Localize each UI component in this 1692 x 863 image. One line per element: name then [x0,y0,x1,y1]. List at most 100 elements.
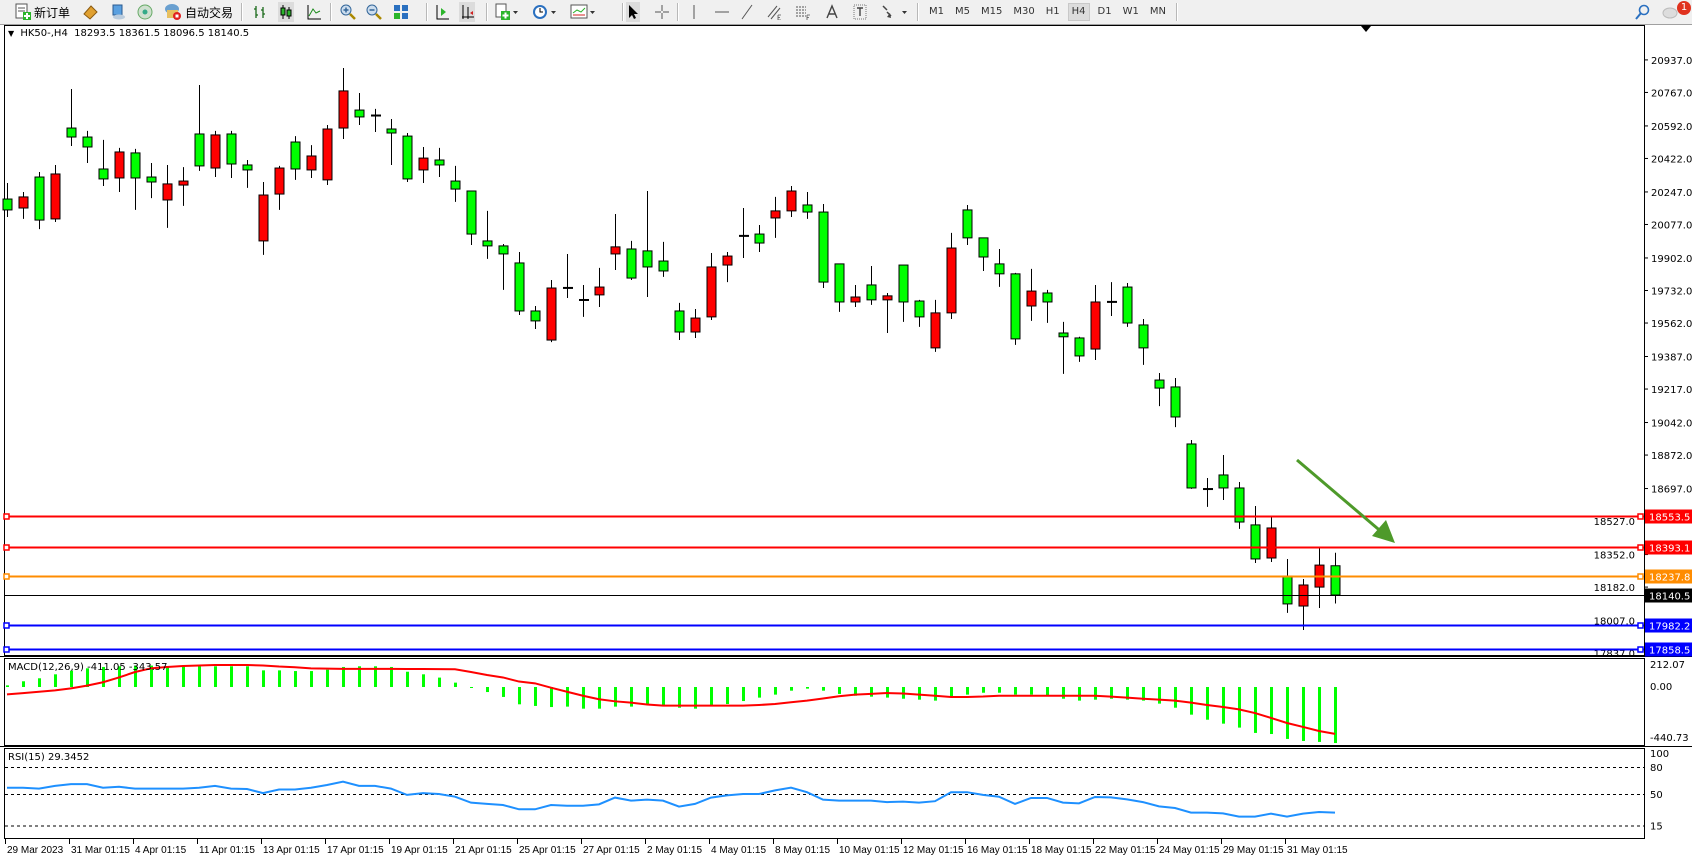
periods-button[interactable] [532,2,556,22]
candle[interactable] [290,136,301,180]
candle[interactable] [898,264,909,322]
horizontal-line[interactable]: 17858.5 [3,642,1692,657]
candle[interactable] [626,240,637,280]
signals-button[interactable] [137,2,153,22]
timeframe-m15-button[interactable]: M15 [981,6,1003,17]
candle[interactable] [498,243,509,290]
candle[interactable] [563,253,573,298]
candle[interactable] [258,181,269,255]
candle[interactable] [1026,268,1037,321]
chart-menu-triangle-icon[interactable]: ▼ [8,29,15,38]
line-anchor-left[interactable] [3,544,10,551]
candle[interactable] [1250,505,1261,563]
equidistant-channel-tool[interactable] [767,2,783,22]
candle[interactable] [82,130,93,164]
rsi-panel[interactable] [4,748,1645,839]
candle[interactable] [2,182,13,218]
candle[interactable] [242,159,253,188]
candle[interactable] [66,89,77,147]
candle[interactable] [1154,372,1165,407]
candle[interactable] [786,186,797,218]
candle[interactable] [1138,319,1149,365]
market-watch-button[interactable] [82,2,98,22]
candle[interactable] [322,124,333,186]
candle[interactable] [386,119,397,165]
candle[interactable] [1234,482,1245,529]
horizontal-line[interactable]: 17982.2 [3,618,1692,633]
auto-scroll-button[interactable] [459,2,475,22]
horizontal-line[interactable]: 18393.1 [3,540,1692,555]
candle[interactable] [579,284,589,317]
line-anchor-right[interactable] [1637,513,1644,520]
cursor-tool[interactable] [626,2,640,22]
candle[interactable] [194,84,205,171]
fibonacci-tool[interactable] [795,2,811,22]
horizontal-line[interactable]: 18553.5 [3,509,1692,524]
candle[interactable] [1042,289,1053,323]
candle[interactable] [962,204,973,245]
candle[interactable] [802,191,813,219]
candle[interactable] [866,266,877,305]
candle[interactable] [739,208,749,258]
candle[interactable] [658,241,669,277]
candle[interactable] [226,130,237,178]
timeframe-m5-button[interactable]: M5 [955,6,970,17]
zoom-in-button[interactable] [340,2,356,22]
candle[interactable] [1203,478,1213,507]
candle[interactable] [162,164,173,228]
candle[interactable] [178,167,189,206]
candle[interactable] [274,165,285,210]
notifications-button[interactable] [1662,2,1678,22]
line-anchor-right[interactable] [1637,544,1644,551]
timeframe-d1-button[interactable]: D1 [1097,6,1112,17]
candle[interactable] [930,299,941,352]
candle[interactable] [770,196,781,238]
zoom-out-button[interactable] [366,2,382,22]
candle[interactable] [418,146,429,183]
candle[interactable] [114,147,125,192]
line-anchor-left[interactable] [3,646,10,653]
timeframe-mn-button[interactable]: MN [1149,6,1166,17]
bar-chart-button[interactable] [252,2,268,22]
candle[interactable] [818,204,829,289]
arrow-annotation[interactable] [1296,458,1395,543]
line-anchor-left[interactable] [3,573,10,580]
candle[interactable] [1058,321,1069,374]
candle[interactable] [1266,517,1277,563]
candle[interactable] [594,267,605,307]
candle[interactable] [1010,272,1021,345]
candle[interactable] [914,299,925,327]
candle[interactable] [530,305,541,329]
candle[interactable] [610,213,621,271]
candlestick-chart-button[interactable] [278,2,294,22]
new-chart-button[interactable] [494,2,518,22]
candle[interactable] [371,108,381,133]
timeframe-m30-button[interactable]: M30 [1013,6,1035,17]
line-anchor-left[interactable] [3,622,10,629]
candle[interactable] [1107,282,1117,316]
timeframe-w1-button[interactable]: W1 [1122,6,1139,17]
candle[interactable] [946,232,957,320]
candle[interactable] [98,139,109,187]
candle[interactable] [850,284,861,307]
chart-shift-button[interactable] [434,2,450,22]
candle[interactable] [338,67,349,139]
candle[interactable] [1170,377,1181,428]
candle[interactable] [834,263,845,312]
candle[interactable] [1186,439,1197,489]
timeframe-m1-button[interactable]: M1 [929,6,944,17]
candle[interactable] [642,190,653,297]
candle[interactable] [466,190,477,245]
line-anchor-right[interactable] [1637,573,1644,580]
candle[interactable] [754,225,765,253]
candle[interactable] [482,210,493,259]
search-button[interactable] [1635,2,1651,22]
auto-trading-button[interactable]: 自动交易 [164,2,233,22]
current-price[interactable]: 18140.5 [5,588,1692,603]
candle[interactable] [146,163,157,199]
timeframe-h1-button[interactable]: H1 [1045,6,1060,17]
candle[interactable] [674,302,685,341]
candle[interactable] [450,165,461,202]
candle[interactable] [690,309,701,338]
macd-panel[interactable] [4,658,1645,746]
